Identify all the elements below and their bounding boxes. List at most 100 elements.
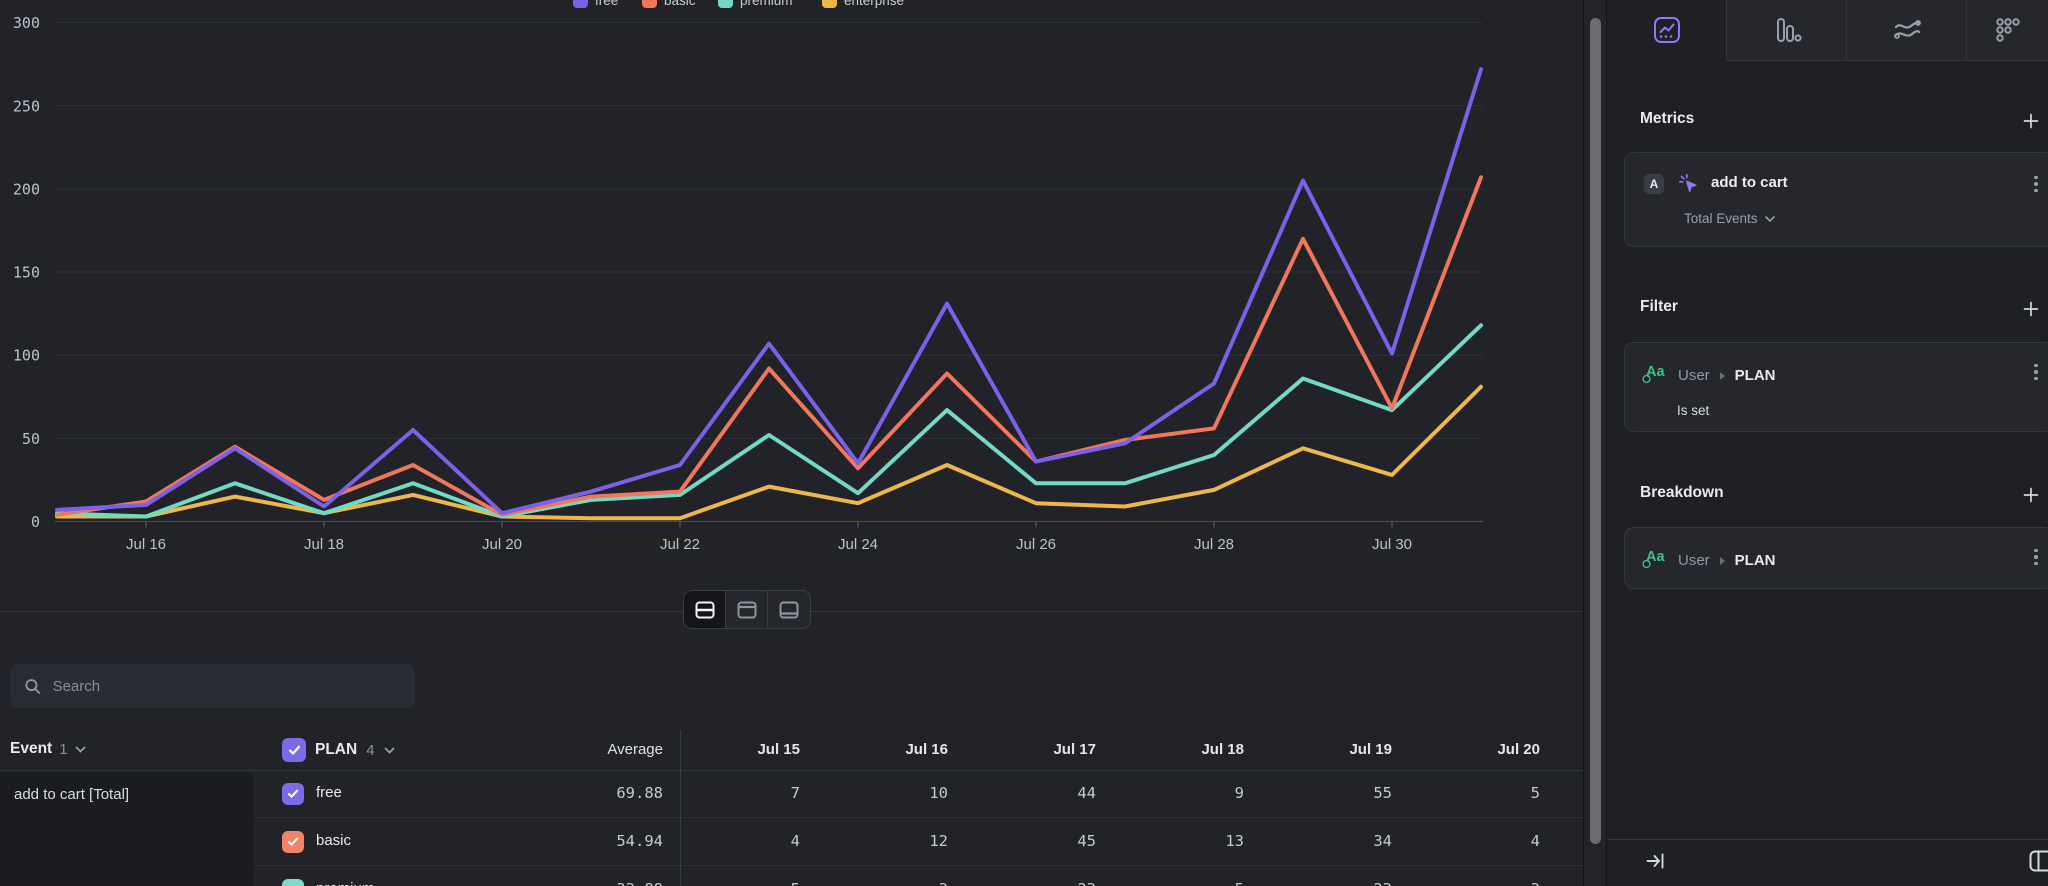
- table-header: Event 1 PLAN 4 Average Jul 15 Jul 16 Jul 1…: [0, 730, 1585, 770]
- measure-dropdown[interactable]: Total Events: [1684, 211, 1775, 226]
- text-property-icon: Aa: [1641, 546, 1669, 575]
- add-metric-button[interactable]: [2016, 108, 2046, 134]
- value-cell: 3: [1420, 880, 1568, 886]
- y-axis-tick-label: 150: [13, 264, 40, 282]
- date-column-header[interactable]: Jul 17: [1053, 741, 1096, 758]
- value-cell: 7: [790, 784, 800, 802]
- check-icon: [287, 789, 299, 798]
- table-bottom-icon: [779, 601, 799, 618]
- tab-insights[interactable]: [1607, 0, 1727, 61]
- tab-flows[interactable]: [1847, 0, 1967, 61]
- table-row-premium[interactable]: premium33.8853235233: [254, 866, 1585, 886]
- row-average: 33.88: [440, 880, 663, 886]
- measure-label: Total Events: [1684, 211, 1758, 226]
- plan-column-selector[interactable]: PLAN 4: [282, 738, 395, 762]
- vertical-scrollbar-track[interactable]: [1583, 0, 1607, 886]
- table-search: [10, 664, 415, 708]
- vertical-scrollbar-thumb[interactable]: [1590, 18, 1601, 844]
- series-line-premium: [55, 323, 1483, 519]
- series-line-basic: [55, 175, 1483, 517]
- chevron-down-icon: [75, 746, 86, 753]
- metric-card[interactable]: A add to cart Total Events: [1624, 152, 2048, 247]
- x-axis-tick-label: Jul 26: [1016, 536, 1056, 553]
- table-row-basic[interactable]: basic 54.94 4 12 45 13 34 4: [254, 818, 1585, 866]
- add-filter-button[interactable]: [2016, 296, 2046, 322]
- date-column-header[interactable]: Jul 16: [905, 741, 948, 758]
- layout-table-bottom-button[interactable]: [768, 591, 810, 628]
- legend-item-free[interactable]: free: [573, 0, 618, 10]
- y-axis-tick-label: 250: [13, 97, 40, 115]
- event-row-label-cell: add to cart [Total]: [0, 773, 254, 886]
- legend-label: enterprise: [844, 0, 905, 8]
- svg-text:Aa: Aa: [1646, 549, 1665, 565]
- table-body: add to cart [Total] free 69.88 7 10 44 9 55 5 ba…: [0, 770, 1585, 886]
- filter-card[interactable]: Aa User PLAN Is set: [1624, 342, 2048, 432]
- date-column-header[interactable]: Jul 19: [1349, 741, 1392, 758]
- date-column-header[interactable]: Jul 18: [1201, 741, 1244, 758]
- legend-label: free: [595, 0, 619, 8]
- event-column-selector[interactable]: Event 1: [10, 740, 86, 758]
- table-row-free[interactable]: free 69.88 7 10 44 9 55 5: [254, 770, 1585, 818]
- row-checkbox[interactable]: [282, 879, 304, 886]
- search-input[interactable]: [52, 677, 401, 695]
- row-average: 54.94: [616, 832, 663, 850]
- legend-swatch: [573, 0, 588, 8]
- layout-columns-button[interactable]: [2029, 850, 2048, 877]
- value-cell: 12: [929, 832, 948, 850]
- value-cell: 4: [790, 832, 800, 850]
- row-divider: [254, 817, 1585, 818]
- legend-label: premium: [740, 0, 793, 8]
- sidebar-footer-divider: [1607, 839, 2048, 840]
- line-chart: 0 50 100 150 200 250 300 Jul 16 Jul 18 Jul 20 Jul …: [13, 14, 1483, 553]
- x-axis-tick-label: Jul 24: [838, 536, 878, 553]
- value-cell: 45: [1077, 832, 1096, 850]
- value-cell: 23: [976, 880, 1124, 886]
- legend-item-basic[interactable]: basic: [642, 0, 696, 10]
- date-column-header[interactable]: Jul 20: [1497, 741, 1540, 758]
- date-column-header[interactable]: Jul 15: [757, 741, 800, 758]
- metric-options-button[interactable]: [2028, 173, 2044, 195]
- plan-select-all-checkbox[interactable]: [282, 738, 306, 762]
- tab-funnels[interactable]: [1727, 0, 1847, 61]
- row-checkbox[interactable]: [282, 831, 304, 853]
- add-breakdown-button[interactable]: [2016, 482, 2046, 508]
- svg-text:Aa: Aa: [1646, 364, 1665, 380]
- check-icon: [288, 745, 300, 755]
- value-cell: 5: [680, 880, 828, 886]
- y-axis-tick-label: 50: [22, 430, 40, 448]
- value-cell: 9: [1234, 784, 1244, 802]
- x-axis-tick-label: Jul 20: [482, 536, 522, 553]
- plus-icon: [2023, 113, 2039, 129]
- metric-event-name: add to cart: [1711, 174, 1788, 191]
- tab-more[interactable]: [1967, 0, 2048, 61]
- x-axis-tick-label: Jul 30: [1372, 536, 1412, 553]
- x-axis-tick-label: Jul 22: [660, 536, 700, 553]
- filter-condition: Is set: [1677, 403, 1710, 418]
- flows-icon: [1891, 15, 1923, 45]
- layout-columns-icon: [2029, 850, 2048, 872]
- row-divider: [254, 865, 1585, 866]
- event-header-count: 1: [59, 740, 68, 758]
- breakdown-scope: User: [1678, 552, 1710, 569]
- breakdown-heading: Breakdown: [1640, 484, 1724, 501]
- value-cell: 13: [1225, 832, 1244, 850]
- event-header-label: Event: [10, 740, 53, 757]
- collapse-panel-button[interactable]: [1645, 851, 1667, 876]
- filter-options-button[interactable]: [2028, 361, 2044, 383]
- legend-label: basic: [664, 0, 696, 8]
- row-checkbox[interactable]: [282, 783, 304, 805]
- query-builder-panel: Metrics A add to cart Total Events Filte…: [1607, 0, 2048, 886]
- legend-item-premium[interactable]: premium: [718, 0, 793, 10]
- layout-table-top-button[interactable]: [726, 591, 768, 628]
- breakdown-options-button[interactable]: [2028, 546, 2044, 568]
- x-axis-tick-label: Jul 28: [1194, 536, 1234, 553]
- value-cell: 55: [1373, 784, 1392, 802]
- value-cell: 3: [828, 880, 976, 886]
- legend-item-enterprise[interactable]: enterprise: [822, 0, 904, 10]
- value-cell: 5: [1124, 880, 1272, 886]
- layout-split-view-button[interactable]: [684, 591, 726, 628]
- filter-heading: Filter: [1640, 298, 1678, 315]
- x-axis-tick-label: Jul 18: [304, 536, 344, 553]
- breakdown-card[interactable]: Aa User PLAN: [1624, 527, 2048, 589]
